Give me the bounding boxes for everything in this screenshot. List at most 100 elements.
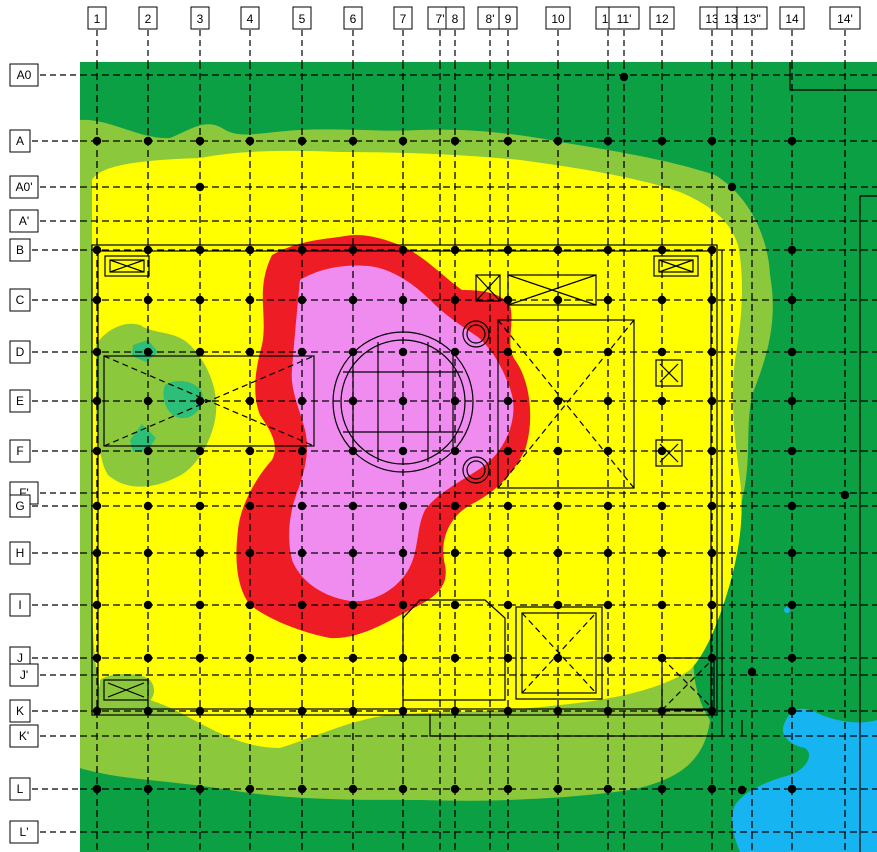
column-point (245, 706, 255, 716)
row-axis-box (9, 63, 39, 87)
column-point (503, 706, 513, 716)
column-point (297, 548, 307, 558)
column-point (707, 548, 717, 558)
column-point (92, 136, 102, 146)
column-point (195, 245, 205, 255)
column-point (450, 295, 460, 305)
row-axis-label: F (16, 444, 23, 458)
column-point (603, 245, 613, 255)
row-axis-box (9, 820, 39, 844)
column-point (143, 653, 153, 663)
column-point (787, 396, 797, 406)
column-point (657, 501, 667, 511)
column-point (195, 600, 205, 610)
column-point (195, 396, 205, 406)
column-point (92, 396, 102, 406)
column-point (787, 347, 797, 357)
column-point (450, 501, 460, 511)
column-point (553, 600, 563, 610)
column-point (603, 600, 613, 610)
column-point (297, 396, 307, 406)
column-point (348, 347, 358, 357)
column-point (707, 653, 717, 663)
column-point (503, 245, 513, 255)
column-point (553, 501, 563, 511)
column-axis-label: 13' (724, 12, 740, 26)
column-point (503, 295, 513, 305)
column-point (195, 295, 205, 305)
row-axis-box (9, 389, 31, 413)
column-axis-box (498, 6, 518, 30)
row-axis-label: L (17, 782, 24, 796)
column-point (707, 136, 717, 146)
column-point (348, 396, 358, 406)
column-point (195, 136, 205, 146)
row-axis-label: A0' (16, 180, 33, 194)
row-axis-box (9, 238, 31, 262)
contour-water-spot (784, 607, 790, 613)
column-point (92, 501, 102, 511)
column-point (603, 501, 613, 511)
row-axis-box (9, 699, 31, 723)
column-point (707, 446, 717, 456)
column-axis-label: 14' (837, 12, 853, 26)
column-point (245, 548, 255, 558)
column-point (398, 347, 408, 357)
column-axis-box (545, 6, 571, 30)
row-axis-label: C (16, 293, 25, 307)
column-point (603, 653, 613, 663)
row-axis-label: A0 (17, 68, 32, 82)
column-point (787, 245, 797, 255)
column-point (195, 653, 205, 663)
column-point (603, 706, 613, 716)
column-point (603, 295, 613, 305)
column-axis-box (138, 6, 158, 30)
row-axis-box (9, 724, 39, 748)
column-point (603, 784, 613, 794)
column-point (787, 653, 797, 663)
column-point (787, 446, 797, 456)
column-point (503, 548, 513, 558)
column-point (450, 347, 460, 357)
column-point (245, 653, 255, 663)
column-axis-box (393, 6, 413, 30)
column-point (348, 295, 358, 305)
row-axis-labels: A0 A A0' A' B C D E F F'G H I J J' K K' L L' (9, 63, 80, 844)
contour-west-pocket-core-3 (130, 424, 156, 452)
column-axis-label: 10 (551, 12, 565, 26)
row-axis-label: H (16, 546, 25, 560)
column-point (450, 396, 460, 406)
column-point (92, 548, 102, 558)
column-point (840, 490, 850, 500)
column-axis-box (608, 6, 640, 30)
column-point (143, 295, 153, 305)
column-axis-box (343, 6, 363, 30)
column-point (245, 600, 255, 610)
column-point (143, 347, 153, 357)
column-point (143, 706, 153, 716)
row-axis-box (9, 777, 31, 801)
column-axis-label: 11' (617, 12, 632, 26)
row-axis-box (9, 541, 31, 565)
column-point (553, 295, 563, 305)
column-point (657, 295, 667, 305)
column-point (603, 136, 613, 146)
column-point (398, 295, 408, 305)
column-axis-label: 4 (247, 12, 254, 26)
column-point (553, 706, 563, 716)
column-point (195, 446, 205, 456)
column-point (787, 600, 797, 610)
row-axis-label: J' (20, 668, 28, 682)
column-axis-box (445, 6, 465, 30)
column-axis-label: 6 (350, 12, 357, 26)
column-point (143, 501, 153, 511)
column-point (245, 446, 255, 456)
column-axis-box (736, 6, 768, 30)
column-point (245, 136, 255, 146)
column-point (553, 784, 563, 794)
column-point (92, 600, 102, 610)
column-point (398, 600, 408, 610)
column-axis-label: 13 (705, 12, 719, 26)
row-axis-box (9, 288, 31, 312)
column-point (398, 396, 408, 406)
